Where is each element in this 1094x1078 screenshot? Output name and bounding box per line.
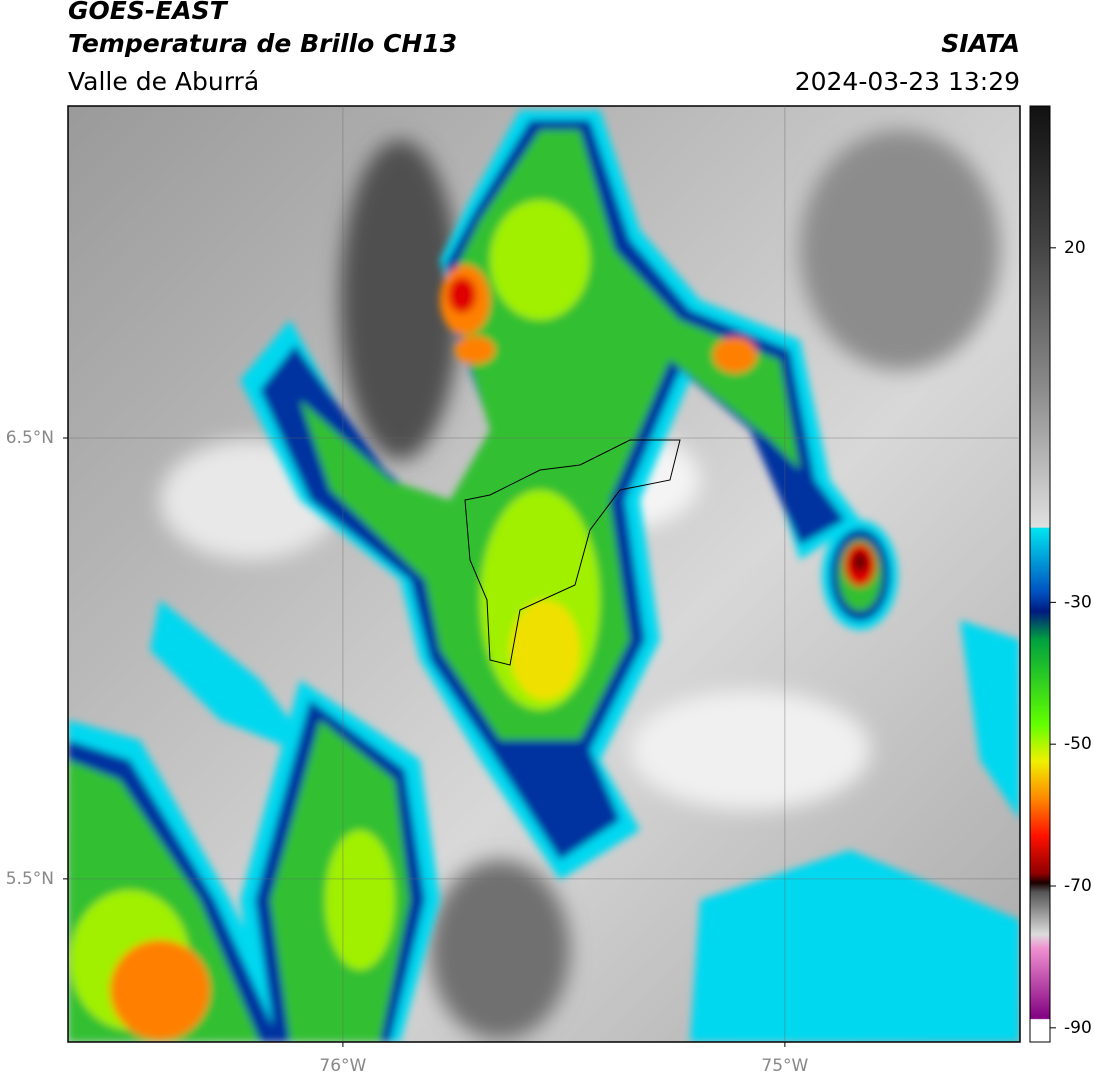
- y-tick-label: 5.5°N: [6, 869, 54, 889]
- x-tick-label: 75°W: [761, 1056, 808, 1076]
- subtitle: Temperatura de Brillo CH13: [68, 29, 457, 58]
- satellite-image: [68, 106, 1020, 1042]
- colorbar-tick-label: -70: [1064, 876, 1092, 896]
- map-frame: [67, 105, 1021, 1043]
- colorbar-tick-label: -90: [1064, 1018, 1092, 1038]
- colorbar-tick-label: 20: [1064, 238, 1086, 258]
- y-tick-label: 6.5°N: [6, 428, 54, 448]
- colorbar-tick-label: -30: [1064, 592, 1092, 612]
- datetime: 2024-03-23 13:29: [795, 67, 1020, 96]
- colorbar: [1029, 105, 1051, 1043]
- clouds: [68, 110, 1020, 1042]
- municipality-borders: [464, 439, 681, 666]
- source: SIATA: [941, 29, 1020, 58]
- colorbar-tick-label: -50: [1064, 734, 1092, 754]
- x-tick-label: 76°W: [319, 1056, 366, 1076]
- title: GOES-EAST: [68, 0, 229, 25]
- region: Valle de Aburrá: [68, 67, 259, 96]
